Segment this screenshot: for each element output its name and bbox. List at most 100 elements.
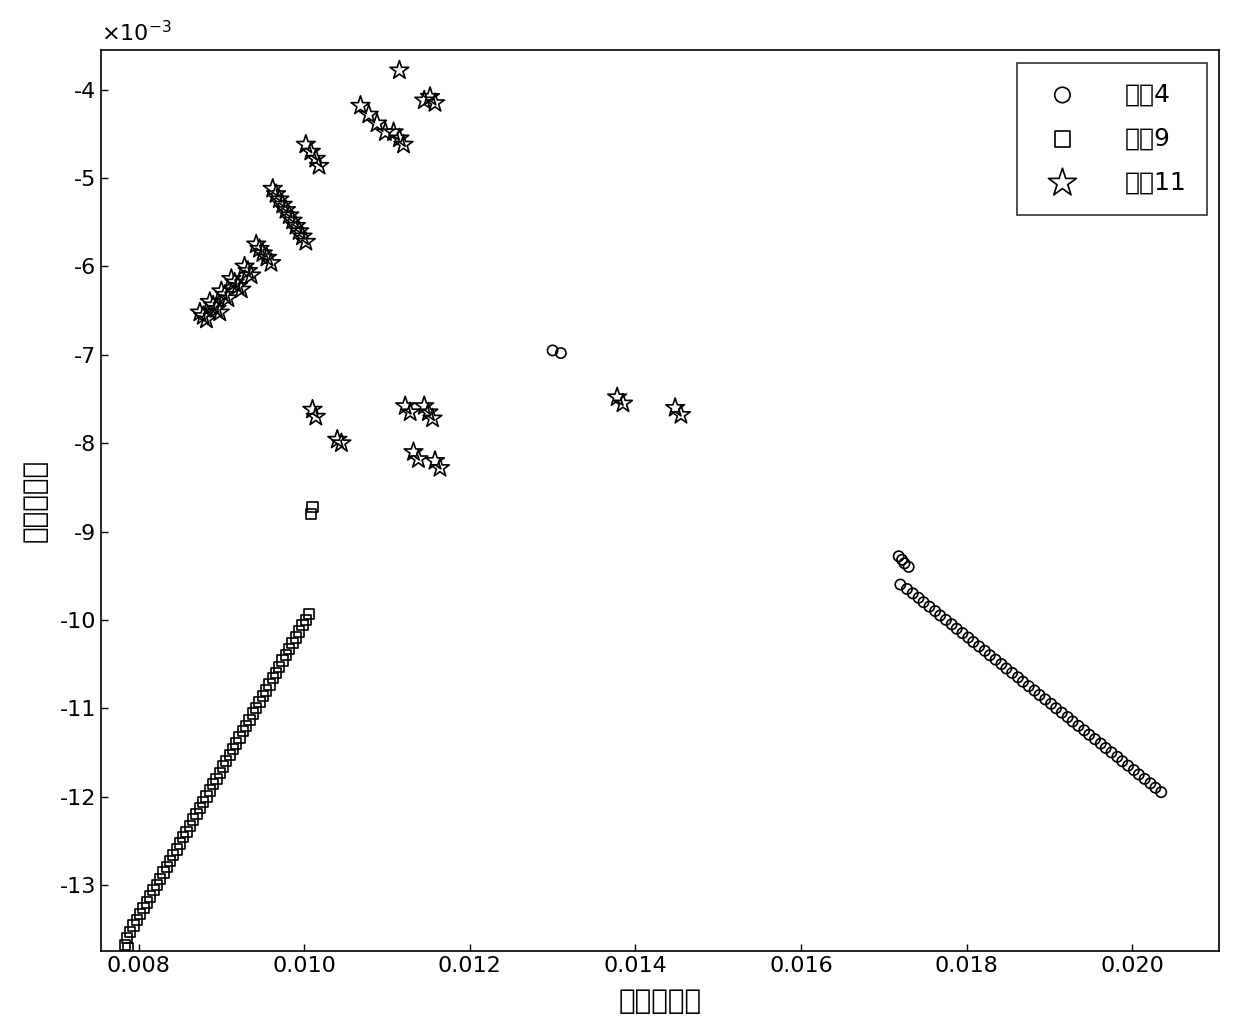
故障9 <box>296 611 316 628</box>
故障9 <box>286 629 306 645</box>
故障9 <box>140 888 160 904</box>
故障9 <box>197 788 217 805</box>
故障4 <box>975 642 994 659</box>
故障9 <box>146 876 166 893</box>
故障4 <box>1123 761 1143 778</box>
故障11 <box>613 395 632 411</box>
故障11 <box>207 300 227 317</box>
故障9 <box>247 700 267 717</box>
故障4 <box>986 652 1006 668</box>
故障9 <box>174 829 193 845</box>
故障4 <box>903 585 923 602</box>
故障9 <box>193 794 213 810</box>
Legend: 故障4, 故障9, 故障11: 故障4, 故障9, 故障11 <box>1017 62 1207 214</box>
故障11 <box>301 143 321 160</box>
故障4 <box>909 589 929 606</box>
故障4 <box>889 548 909 565</box>
故障4 <box>919 599 939 615</box>
故障11 <box>257 250 277 266</box>
故障9 <box>217 753 237 770</box>
故障11 <box>430 460 450 477</box>
故障9 <box>279 640 299 657</box>
故障4 <box>1008 669 1028 686</box>
故障11 <box>286 218 306 234</box>
故障4 <box>980 646 999 663</box>
故障4 <box>1042 695 1061 712</box>
故障9 <box>117 929 136 946</box>
故障11 <box>218 290 238 307</box>
故障9 <box>267 665 286 682</box>
故障11 <box>273 197 293 213</box>
故障4 <box>952 625 972 641</box>
故障11 <box>396 398 415 414</box>
故障4 <box>1013 673 1033 690</box>
故障9 <box>186 806 206 823</box>
故障9 <box>210 765 229 781</box>
故障11 <box>367 115 387 132</box>
故障11 <box>253 244 273 261</box>
故障11 <box>671 406 691 423</box>
故障9 <box>229 729 249 746</box>
故障9 <box>156 859 176 875</box>
故障11 <box>358 107 378 123</box>
故障9 <box>283 635 303 652</box>
故障9 <box>144 882 164 898</box>
故障9 <box>227 736 247 752</box>
Y-axis label: 第二特征轴: 第二特征轴 <box>21 459 48 542</box>
故障11 <box>197 311 217 327</box>
故障9 <box>293 616 312 633</box>
故障11 <box>418 404 438 421</box>
故障9 <box>118 941 138 957</box>
故障9 <box>154 864 174 881</box>
故障4 <box>1128 767 1148 783</box>
故障11 <box>351 97 371 114</box>
故障9 <box>243 706 263 722</box>
故障4 <box>1146 779 1166 796</box>
故障11 <box>331 435 351 452</box>
X-axis label: 第一特征轴: 第一特征轴 <box>619 987 702 1015</box>
故障11 <box>389 62 409 79</box>
故障11 <box>210 305 229 321</box>
故障9 <box>150 870 170 887</box>
故障4 <box>970 638 990 655</box>
故障9 <box>170 835 190 852</box>
故障4 <box>1063 713 1083 729</box>
故障4 <box>1029 687 1049 703</box>
故障11 <box>263 180 283 197</box>
故障4 <box>1058 709 1078 725</box>
故障11 <box>423 410 443 427</box>
故障11 <box>228 278 248 294</box>
故障4 <box>1107 749 1127 766</box>
故障4 <box>892 551 911 568</box>
故障11 <box>306 150 326 167</box>
故障4 <box>1074 722 1094 739</box>
故障11 <box>267 185 286 202</box>
故障9 <box>219 747 239 764</box>
故障11 <box>414 398 434 414</box>
故障4 <box>1101 744 1121 760</box>
故障11 <box>303 401 322 418</box>
故障11 <box>289 223 309 239</box>
故障9 <box>160 853 180 869</box>
故障4 <box>925 603 945 620</box>
Text: $\times 10^{-3}$: $\times 10^{-3}$ <box>102 21 172 46</box>
故障4 <box>899 558 919 575</box>
故障11 <box>234 258 254 275</box>
故障9 <box>126 912 146 928</box>
故障9 <box>115 937 135 953</box>
故障4 <box>1052 704 1071 721</box>
故障11 <box>238 262 258 279</box>
故障4 <box>1069 718 1089 735</box>
故障9 <box>299 605 319 622</box>
故障9 <box>269 659 289 675</box>
故障9 <box>176 824 196 840</box>
故障9 <box>136 894 156 911</box>
故障4 <box>543 342 563 358</box>
故障11 <box>247 236 267 253</box>
故障11 <box>420 88 440 105</box>
故障11 <box>277 202 296 219</box>
故障9 <box>124 917 144 933</box>
故障11 <box>212 283 232 299</box>
故障11 <box>327 431 347 448</box>
故障9 <box>200 782 219 799</box>
